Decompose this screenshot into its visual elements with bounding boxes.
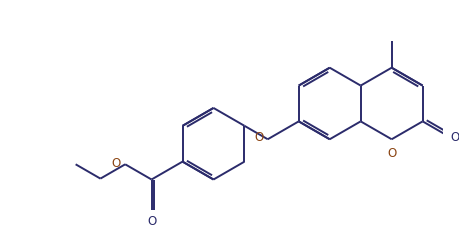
Text: O: O xyxy=(146,215,156,228)
Text: O: O xyxy=(254,131,263,144)
Text: O: O xyxy=(112,157,121,170)
Text: O: O xyxy=(386,147,396,160)
Text: O: O xyxy=(450,131,459,144)
